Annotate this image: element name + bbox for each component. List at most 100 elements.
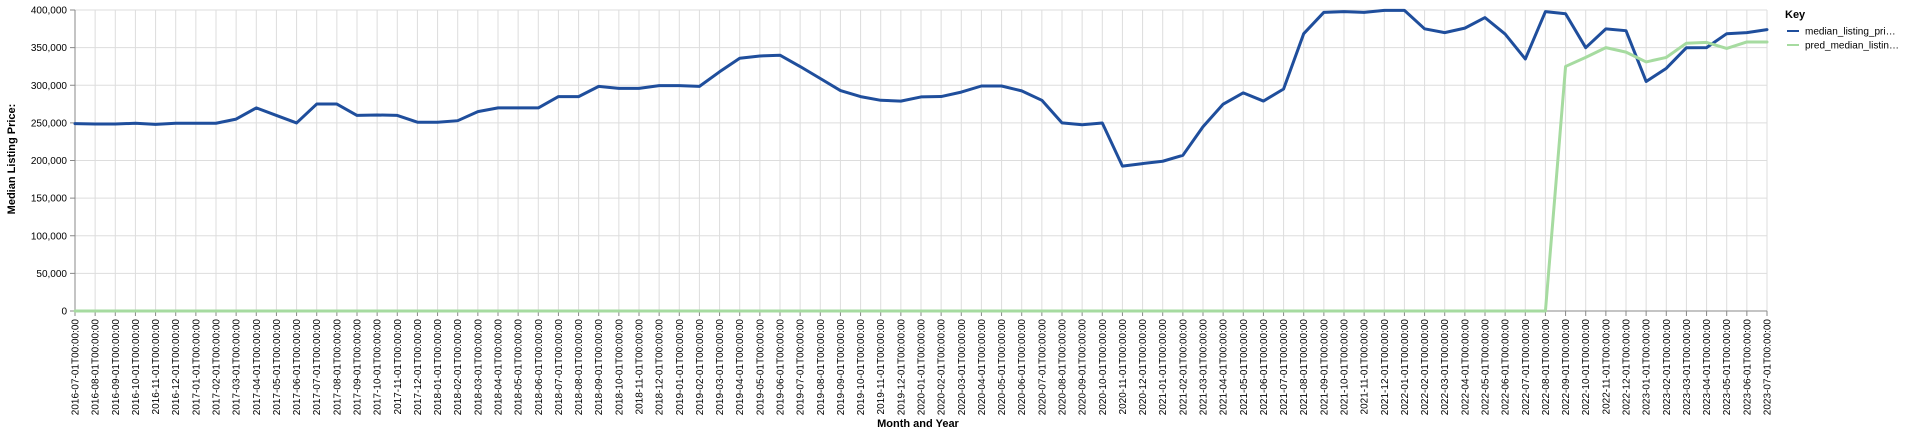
x-tick-label: 2018-05-01T00:00:00 bbox=[514, 319, 525, 416]
x-tick-label: 2018-08-01T00:00:00 bbox=[574, 319, 585, 416]
x-tick-label: 2016-10-01T00:00:00 bbox=[131, 319, 142, 416]
x-tick-label: 2021-06-01T00:00:00 bbox=[1259, 319, 1270, 416]
x-tick-label: 2021-05-01T00:00:00 bbox=[1239, 319, 1250, 416]
legend-label: pred_median_listin… bbox=[1805, 41, 1899, 52]
x-tick-label: 2022-02-01T00:00:00 bbox=[1420, 319, 1431, 416]
x-tick-label: 2020-04-01T00:00:00 bbox=[977, 319, 988, 416]
x-tick-label: 2018-06-01T00:00:00 bbox=[534, 319, 545, 416]
x-tick-label: 2020-08-01T00:00:00 bbox=[1058, 319, 1069, 416]
x-tick-label: 2017-03-01T00:00:00 bbox=[232, 319, 243, 416]
x-tick-label: 2016-07-01T00:00:00 bbox=[71, 319, 82, 416]
x-tick-label: 2017-11-01T00:00:00 bbox=[393, 319, 404, 415]
x-tick-label: 2016-12-01T00:00:00 bbox=[171, 319, 182, 416]
x-tick-label: 2020-09-01T00:00:00 bbox=[1078, 319, 1089, 416]
x-tick-label: 2023-01-01T00:00:00 bbox=[1642, 319, 1653, 416]
x-tick-label: 2021-07-01T00:00:00 bbox=[1279, 319, 1290, 416]
y-tick-label: 400,000 bbox=[31, 6, 68, 17]
x-axis-title: Month and Year bbox=[877, 418, 959, 430]
x-tick-label: 2021-12-01T00:00:00 bbox=[1380, 319, 1391, 416]
x-tick-label: 2023-02-01T00:00:00 bbox=[1662, 319, 1673, 416]
x-tick-label: 2017-10-01T00:00:00 bbox=[373, 319, 384, 416]
x-tick-label: 2021-09-01T00:00:00 bbox=[1319, 319, 1330, 416]
x-tick-label: 2019-01-01T00:00:00 bbox=[675, 319, 686, 416]
x-tick-label: 2020-02-01T00:00:00 bbox=[937, 319, 948, 416]
x-tick-label: 2019-12-01T00:00:00 bbox=[896, 319, 907, 416]
x-tick-label: 2020-03-01T00:00:00 bbox=[957, 319, 968, 416]
x-tick-label: 2018-11-01T00:00:00 bbox=[635, 319, 646, 415]
x-tick-label: 2022-06-01T00:00:00 bbox=[1501, 319, 1512, 416]
x-tick-label: 2017-04-01T00:00:00 bbox=[252, 319, 263, 416]
x-tick-label: 2017-07-01T00:00:00 bbox=[312, 319, 323, 416]
x-tick-label: 2020-05-01T00:00:00 bbox=[997, 319, 1008, 416]
x-tick-label: 2019-08-01T00:00:00 bbox=[816, 319, 827, 416]
x-tick-label: 2021-10-01T00:00:00 bbox=[1340, 319, 1351, 416]
x-tick-label: 2019-09-01T00:00:00 bbox=[836, 319, 847, 416]
y-tick-label: 150,000 bbox=[31, 194, 68, 205]
x-tick-label: 2022-08-01T00:00:00 bbox=[1541, 319, 1552, 416]
x-tick-label: 2016-11-01T00:00:00 bbox=[151, 319, 162, 415]
x-tick-label: 2019-02-01T00:00:00 bbox=[695, 319, 706, 416]
x-tick-label: 2018-12-01T00:00:00 bbox=[655, 319, 666, 416]
x-tick-label: 2019-05-01T00:00:00 bbox=[755, 319, 766, 416]
y-tick-label: 0 bbox=[61, 307, 67, 318]
y-axis-title: Median Listing Price: bbox=[6, 104, 18, 215]
gridlines bbox=[74, 9, 1768, 312]
x-tick-label: 2023-06-01T00:00:00 bbox=[1742, 319, 1753, 416]
x-tick-label: 2022-04-01T00:00:00 bbox=[1460, 319, 1471, 416]
x-tick-label: 2017-05-01T00:00:00 bbox=[272, 319, 283, 416]
x-tick-label: 2016-08-01T00:00:00 bbox=[91, 319, 102, 416]
x-tick-label: 2021-08-01T00:00:00 bbox=[1299, 319, 1310, 416]
x-tick-label: 2018-02-01T00:00:00 bbox=[453, 319, 464, 416]
x-tick-label: 2019-03-01T00:00:00 bbox=[715, 319, 726, 416]
x-tick-label: 2022-09-01T00:00:00 bbox=[1561, 319, 1572, 416]
x-tick-label: 2018-03-01T00:00:00 bbox=[473, 319, 484, 416]
x-tick-label: 2019-07-01T00:00:00 bbox=[796, 319, 807, 416]
x-tick-label: 2023-07-01T00:00:00 bbox=[1763, 319, 1774, 416]
x-tick-label: 2021-01-01T00:00:00 bbox=[1158, 319, 1169, 416]
x-tick-label: 2018-10-01T00:00:00 bbox=[614, 319, 625, 416]
y-tick-label: 100,000 bbox=[31, 231, 68, 242]
x-tick-label: 2019-11-01T00:00:00 bbox=[876, 319, 887, 415]
x-tick-label: 2020-10-01T00:00:00 bbox=[1098, 319, 1109, 416]
x-tick-label: 2018-04-01T00:00:00 bbox=[494, 319, 505, 416]
axes: 0 50,000 100,000 150,000 200,000 250,000 300,0… bbox=[31, 6, 1774, 416]
y-tick-label: 50,000 bbox=[36, 269, 67, 280]
x-tick-label: 2021-11-01T00:00:00 bbox=[1360, 319, 1371, 415]
x-tick-label: 2021-04-01T00:00:00 bbox=[1219, 319, 1230, 416]
x-tick-label: 2020-11-01T00:00:00 bbox=[1118, 319, 1129, 415]
x-tick-label: 2019-04-01T00:00:00 bbox=[735, 319, 746, 416]
x-tick-label: 2020-01-01T00:00:00 bbox=[917, 319, 928, 416]
y-tick-label: 200,000 bbox=[31, 156, 68, 167]
x-tick-label: 2021-03-01T00:00:00 bbox=[1199, 319, 1210, 416]
x-tick-label: 2022-10-01T00:00:00 bbox=[1581, 319, 1592, 416]
y-tick-label: 300,000 bbox=[31, 81, 68, 92]
x-tick-label: 2020-12-01T00:00:00 bbox=[1138, 319, 1149, 416]
x-tick-label: 2022-12-01T00:00:00 bbox=[1622, 319, 1633, 416]
x-tick-label: 2019-06-01T00:00:00 bbox=[776, 319, 787, 416]
x-tick-label: 2017-02-01T00:00:00 bbox=[212, 319, 223, 416]
x-tick-label: 2017-12-01T00:00:00 bbox=[413, 319, 424, 416]
x-tick-label: 2023-05-01T00:00:00 bbox=[1722, 319, 1733, 416]
x-tick-label: 2023-03-01T00:00:00 bbox=[1682, 319, 1693, 416]
x-tick-label: 2017-08-01T00:00:00 bbox=[332, 319, 343, 416]
x-tick-label: 2022-01-01T00:00:00 bbox=[1400, 319, 1411, 416]
x-tick-label: 2022-07-01T00:00:00 bbox=[1521, 319, 1532, 416]
y-tick-label: 250,000 bbox=[31, 118, 68, 129]
series-lines bbox=[73, 8, 1769, 313]
x-tick-label: 2022-03-01T00:00:00 bbox=[1440, 319, 1451, 416]
x-tick-label: 2019-10-01T00:00:00 bbox=[856, 319, 867, 416]
x-tick-label: 2021-02-01T00:00:00 bbox=[1178, 319, 1189, 416]
x-tick-label: 2022-05-01T00:00:00 bbox=[1481, 319, 1492, 416]
x-tick-label: 2020-06-01T00:00:00 bbox=[1017, 319, 1028, 416]
x-tick-label: 2018-09-01T00:00:00 bbox=[594, 319, 605, 416]
x-tick-label: 2017-09-01T00:00:00 bbox=[353, 319, 364, 416]
x-tick-label: 2016-09-01T00:00:00 bbox=[111, 319, 122, 416]
x-tick-label: 2017-06-01T00:00:00 bbox=[292, 319, 303, 416]
y-tick-label: 350,000 bbox=[31, 43, 68, 54]
x-tick-label: 2022-11-01T00:00:00 bbox=[1601, 319, 1612, 415]
x-tick-label: 2017-01-01T00:00:00 bbox=[191, 319, 202, 416]
x-tick-label: 2018-07-01T00:00:00 bbox=[554, 319, 565, 416]
legend: Key median_listing_pri… pred_median_listi… bbox=[1785, 9, 1899, 52]
x-tick-label: 2018-01-01T00:00:00 bbox=[433, 319, 444, 416]
legend-title: Key bbox=[1785, 9, 1806, 21]
